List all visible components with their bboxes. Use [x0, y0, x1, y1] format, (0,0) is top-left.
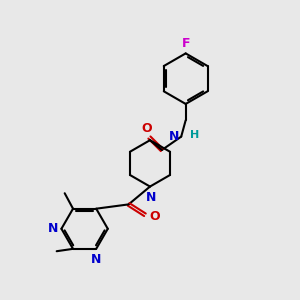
- Text: N: N: [169, 130, 179, 143]
- Text: N: N: [146, 191, 156, 204]
- Text: H: H: [190, 130, 199, 140]
- Text: O: O: [141, 122, 152, 134]
- Text: F: F: [182, 37, 190, 50]
- Text: N: N: [47, 222, 58, 235]
- Text: O: O: [149, 210, 160, 223]
- Text: N: N: [91, 253, 101, 266]
